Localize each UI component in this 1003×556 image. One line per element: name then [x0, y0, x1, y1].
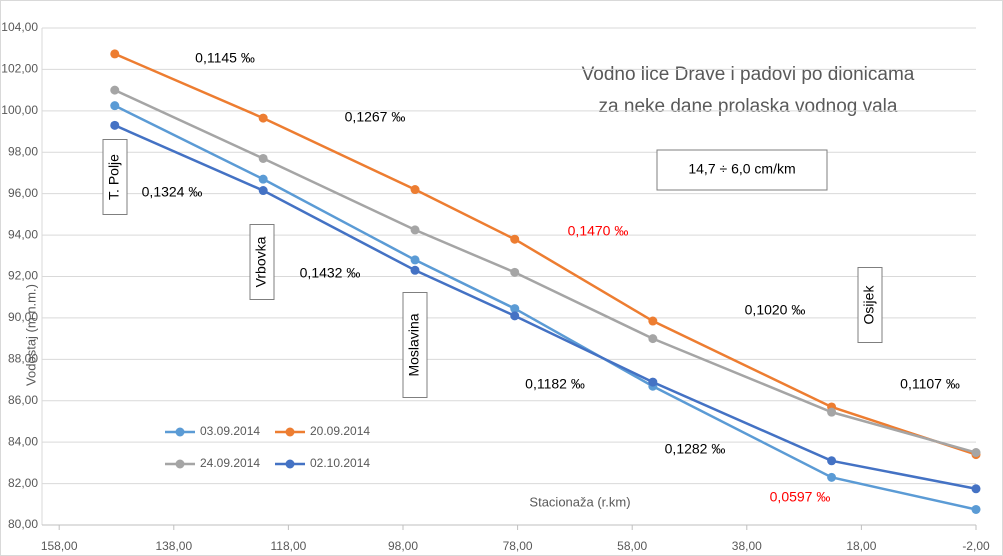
station-label: Vrbovka [253, 236, 269, 287]
data-point [258, 174, 268, 184]
legend-marker [175, 459, 185, 469]
y-tick-label: 104,00 [1, 20, 38, 34]
data-point [971, 448, 981, 458]
data-point [971, 484, 981, 494]
y-tick-label: 96,00 [8, 186, 38, 200]
legend-marker [285, 459, 295, 469]
annotation: 0,1470 ‰ [568, 223, 629, 239]
annotation: 0,1182 ‰ [525, 376, 585, 392]
data-point [510, 311, 520, 321]
data-point [110, 120, 120, 130]
data-point [827, 472, 837, 482]
y-tick-label: 94,00 [8, 227, 38, 241]
x-tick-label: 78,00 [503, 539, 533, 553]
data-point [110, 101, 120, 111]
y-tick-label: 92,00 [8, 269, 38, 283]
annotation: 0,1324 ‰ [142, 184, 203, 200]
chart-title: Vodno lice Drave i padovi po dionicama [582, 64, 915, 85]
y-tick-label: 100,00 [1, 103, 38, 117]
y-tick-label: 84,00 [8, 434, 38, 448]
y-tick-label: 88,00 [8, 352, 38, 366]
station-box [249, 224, 275, 300]
annotation: 0,1145 ‰ [195, 50, 255, 66]
data-point [510, 304, 520, 314]
note-box [656, 149, 828, 191]
y-tick-label: 98,00 [8, 144, 38, 158]
legend-label: 24.09.2014 [200, 456, 260, 470]
x-tick-label: 118,00 [270, 539, 306, 553]
data-point [410, 265, 420, 275]
data-point [648, 377, 658, 387]
annotation: 0,0597 ‰ [770, 489, 831, 505]
station-label: T. Polje [106, 154, 122, 200]
data-point [410, 225, 420, 235]
legend-label: 02.10.2014 [310, 456, 370, 470]
legend-marker [285, 427, 295, 437]
y-tick-label: 102,00 [1, 62, 38, 76]
data-point [410, 185, 420, 195]
data-point [110, 85, 120, 95]
chart-subtitle: za neke dane prolaska vodnog vala [599, 96, 898, 117]
data-point [110, 49, 120, 59]
data-point [258, 113, 268, 123]
station-box [857, 267, 883, 343]
data-point [971, 504, 981, 514]
x-tick-label: 138,00 [155, 539, 192, 553]
x-tick-label: 58,00 [617, 539, 647, 553]
data-point [827, 456, 837, 466]
legend-label: 03.09.2014 [200, 424, 260, 438]
y-axis-label: Vodostaj (m n.m.) [23, 284, 38, 386]
x-tick-label: -2,00 [962, 539, 990, 553]
data-point [648, 334, 658, 344]
y-tick-label: 86,00 [8, 393, 38, 407]
x-tick-label: 98,00 [388, 539, 418, 553]
data-point [258, 153, 268, 163]
x-tick-label: 18,00 [846, 539, 876, 553]
y-tick-label: 80,00 [8, 517, 38, 531]
data-point [827, 407, 837, 417]
annotation: 0,1267 ‰ [345, 109, 406, 125]
annotation: 0,1282 ‰ [665, 441, 726, 457]
station-label: Moslavina [406, 313, 422, 376]
data-point [510, 267, 520, 277]
legend-marker [175, 427, 185, 437]
legend-label: 20.09.2014 [310, 424, 370, 438]
station-label: Osijek [861, 285, 877, 325]
station-box [102, 139, 128, 215]
y-tick-label: 82,00 [8, 476, 38, 490]
x-tick-label: 38,00 [732, 539, 762, 553]
data-point [258, 186, 268, 196]
annotation: 0,1432 ‰ [300, 265, 361, 281]
data-point [410, 255, 420, 265]
data-point [648, 316, 658, 326]
annotation: 0,1020 ‰ [745, 302, 806, 318]
data-point [510, 234, 520, 244]
station-box [402, 292, 428, 398]
y-tick-label: 90,00 [8, 310, 38, 324]
annotation: 0,1107 ‰ [900, 376, 960, 392]
x-axis-label: Stacionaža (r.km) [529, 494, 630, 509]
x-tick-label: 158,00 [41, 539, 78, 553]
note-label: 14,7 ÷ 6,0 cm/km [688, 161, 795, 177]
